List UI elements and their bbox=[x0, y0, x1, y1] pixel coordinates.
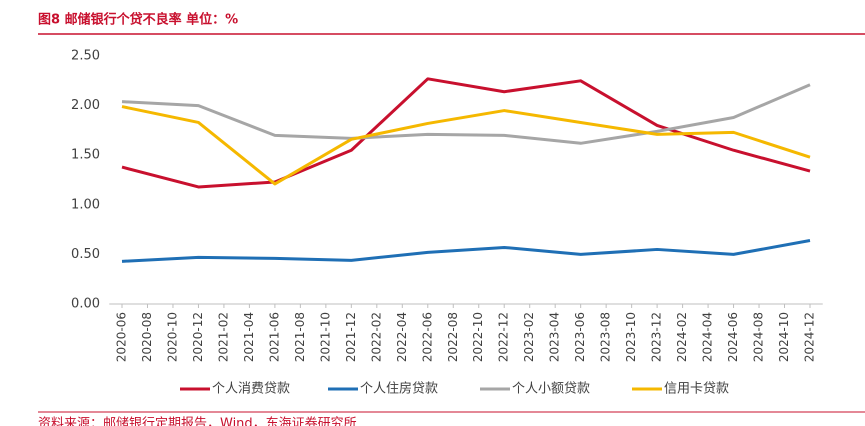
y-tick-label: 0.00 bbox=[71, 297, 100, 312]
legend-label: 个人住房贷款 bbox=[360, 381, 438, 397]
x-tick-label: 2023-08 bbox=[599, 312, 613, 362]
x-tick-label: 2020-06 bbox=[115, 312, 129, 362]
legend-label: 个人消费贷款 bbox=[212, 382, 290, 397]
y-tick-label: 1.50 bbox=[71, 148, 100, 163]
x-tick-label: 2022-02 bbox=[369, 312, 383, 362]
series-line bbox=[121, 239, 811, 263]
legend-label: 信用卡贷款 bbox=[664, 382, 729, 397]
x-tick-label: 2021-10 bbox=[318, 312, 332, 362]
x-tick-label: 2023-12 bbox=[650, 312, 664, 362]
x-tick-label: 2023-02 bbox=[522, 312, 536, 362]
x-tick-label: 2023-10 bbox=[624, 312, 638, 362]
x-tick-label: 2024-10 bbox=[777, 312, 791, 362]
x-tick-label: 2021-04 bbox=[242, 312, 256, 362]
series-line bbox=[121, 105, 811, 186]
y-tick-label: 1.00 bbox=[71, 197, 100, 212]
legend-label: 个人小额贷款 bbox=[512, 382, 590, 397]
y-tick-label: 2.00 bbox=[71, 98, 100, 113]
x-tick-label: 2021-02 bbox=[216, 312, 230, 362]
x-tick-label: 2024-02 bbox=[675, 312, 689, 362]
source: 资料来源：邮储银行定期报告，Wind，东海证券研究所 bbox=[38, 416, 357, 426]
y-tick-label: 0.50 bbox=[71, 247, 100, 262]
x-tick-label: 2020-12 bbox=[191, 312, 205, 362]
x-tick-label: 2022-04 bbox=[395, 312, 409, 362]
x-tick-label: 2022-08 bbox=[446, 312, 460, 362]
x-tick-label: 2020-10 bbox=[165, 312, 179, 362]
series-line bbox=[121, 77, 811, 189]
x-tick-label: 2022-10 bbox=[471, 312, 485, 362]
series-line bbox=[121, 83, 811, 145]
x-tick-label: 2021-06 bbox=[267, 312, 281, 362]
x-tick-label: 2023-04 bbox=[548, 312, 562, 362]
chart-title: 图8 邮储银行个贷不良率 单位：% bbox=[38, 12, 238, 28]
x-tick-label: 2023-06 bbox=[573, 312, 587, 362]
x-tick-label: 2022-12 bbox=[497, 312, 511, 362]
x-tick-label: 2024-08 bbox=[752, 312, 766, 362]
x-tick-label: 2021-12 bbox=[344, 312, 358, 362]
x-tick-label: 2022-06 bbox=[420, 312, 434, 362]
x-tick-label: 2024-12 bbox=[803, 312, 817, 362]
x-tick-label: 2024-04 bbox=[701, 312, 715, 362]
x-tick-label: 2020-08 bbox=[140, 312, 154, 362]
x-tick-label: 2024-06 bbox=[726, 312, 740, 362]
y-tick-label: 2.50 bbox=[71, 49, 100, 64]
x-tick-label: 2021-08 bbox=[293, 312, 307, 362]
